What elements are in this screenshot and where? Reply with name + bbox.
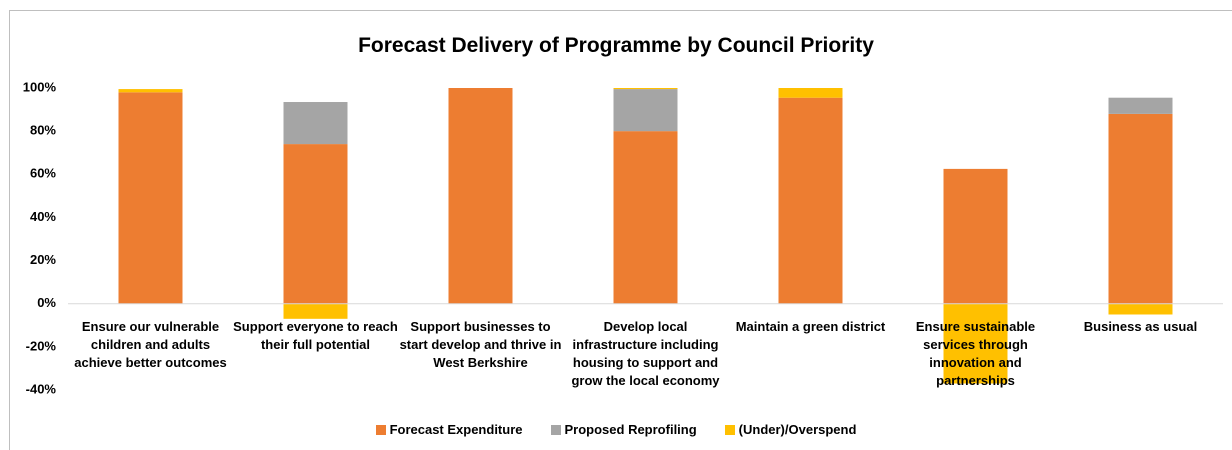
legend-label: Forecast Expenditure [389,422,523,437]
y-tick-label: 80% [30,123,56,138]
bar-segment [613,89,678,132]
x-tick-label: Ensure sustainable services through inno… [915,319,1036,388]
legend-swatch [724,424,735,435]
y-tick-label: 100% [23,79,57,94]
legend: Forecast Expenditure Proposed Reprofiling… [0,422,1232,437]
bar-segment [613,88,678,90]
legend-item: Proposed Reprofiling [550,422,697,437]
x-tick-label: Develop local infrastructure including h… [571,319,720,388]
y-tick-label: 60% [30,166,56,181]
legend-label: (Under)/Overspend [738,422,857,437]
x-tick-label: Support businesses to start develop and … [399,319,562,370]
chart-title: Forecast Delivery of Programme by Counci… [358,34,874,57]
bar-segment [283,303,348,319]
y-tick-label: 20% [30,252,56,267]
x-tick-label: Business as usual [1083,319,1198,334]
bar-segment [1108,303,1173,315]
x-tick-label: Ensure our vulnerable children and adult… [74,319,227,370]
bar-segment [778,97,843,304]
bar-segment [448,88,513,304]
legend-item: Forecast Expenditure [375,422,523,437]
x-tick-label: Support everyone to reach their full pot… [233,319,398,352]
bar-segment [943,168,1008,304]
bar-segment [943,303,1008,384]
legend-swatch [550,424,561,435]
y-tick-label: 0% [37,295,56,310]
y-tick-label: -20% [26,338,57,353]
bar-segment [118,92,183,304]
legend-item: (Under)/Overspend [724,422,857,437]
bar-segment [283,102,348,145]
bar-segment [283,144,348,304]
chart-frame [9,10,1232,450]
legend-label: Proposed Reprofiling [564,422,697,437]
y-tick-label: 40% [30,209,56,224]
bar-segment [1108,113,1173,304]
x-tick-label: Maintain a green district [735,319,886,334]
bar-segment [778,88,843,98]
bar-segment [613,131,678,304]
y-tick-label: -40% [26,381,57,396]
bar-segment [118,89,183,93]
legend-swatch [375,424,386,435]
bar-segment [1108,97,1173,114]
